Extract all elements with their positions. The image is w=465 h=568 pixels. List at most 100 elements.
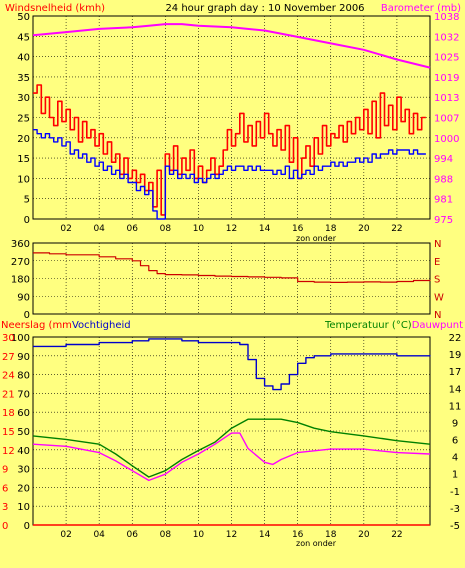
humidity-y-tick-label: 0 [24,521,30,532]
temperature-axis-title: Temperatuur (°C) [324,320,412,331]
dir-y-tick-label: 0 [24,310,30,321]
temp-y-tick-label: -5 [450,521,460,532]
graph-title: 24 hour graph day : 10 November 2006 [165,3,364,14]
wind-x-tick-label: 16 [292,224,304,234]
wind-axis-title: Windsnelheid (kmh) [5,3,105,14]
wind-y-tick-label: 40 [17,53,30,64]
barometer-y-axis: 975 981 988 994 1000 1007 1013 1019 1025 1032 1038 [434,12,459,226]
dir-y-tick-label: 180 [11,275,30,286]
compass-tick-label: N [434,310,441,321]
temp-y-tick-label: 9 [452,418,458,429]
humidity-plot-grid [33,337,430,525]
wind-y-tick-label: 25 [17,114,30,125]
humidity-series-line [33,338,431,391]
wind-x-tick-label: 20 [358,224,370,234]
wind-gust-series-line [33,84,426,216]
wind-average-series-line [33,129,426,220]
temp-y-tick-label: -1 [450,487,460,498]
temp-y-tick-label: 22 [449,333,462,344]
humidity-y-tick-label: 10 [17,502,30,513]
direction-y-axis: 0 90 180 270 360 [11,239,30,321]
baro-y-tick-label: 1013 [434,93,459,104]
wind-x-tick-label: 10 [193,224,205,234]
sunset-label-bottom: zon onder [296,539,337,548]
wind-x-tick-label: 18 [325,224,337,234]
rain-humidity-axis-title: Neerslag (mmVochtigheid [1,320,131,331]
rain-y-tick-label: 9 [2,465,8,476]
humidity-y-tick-label: 60 [17,408,30,419]
hum-x-tick-label: 18 [325,530,337,540]
barometer-series-line [32,23,431,69]
temp-y-tick-label: 17 [449,367,462,378]
wind-x-tick-label: 02 [60,224,71,234]
dir-y-tick-label: 90 [17,292,30,303]
compass-tick-label: N [434,239,441,250]
baro-y-tick-label: 975 [434,215,453,226]
wind-y-tick-label: 15 [17,154,30,165]
hum-x-tick-label: 04 [93,530,105,540]
wind-direction-series-line [33,252,431,283]
rain-y-tick-label: 0 [2,521,8,532]
baro-y-tick-label: 1025 [434,53,459,64]
hum-x-tick-label: 22 [391,530,402,540]
wind-x-tick-label: 04 [93,224,105,234]
compass-tick-label: S [434,275,440,286]
baro-y-tick-label: 1007 [434,114,459,125]
humidity-y-tick-label: 40 [17,446,30,457]
wind-y-axis: 0 5 10 15 20 25 30 35 40 45 50 [17,12,30,226]
baro-y-tick-label: 994 [434,154,453,165]
temp-y-tick-label: 11 [449,401,462,412]
wind-y-tick-label: 5 [24,195,30,206]
temperature-series-line [32,418,431,478]
humidity-axis-title: Vochtigheid [72,320,131,331]
rain-y-tick-label: 3 [2,502,8,513]
baro-y-tick-label: 1019 [434,73,459,84]
temp-y-tick-label: 19 [449,350,462,361]
rain-y-tick-label: 21 [2,389,15,400]
wind-x-tick-label: 14 [259,224,271,234]
wind-y-tick-label: 50 [17,12,30,23]
rain-y-tick-label: 27 [2,352,15,363]
wind-y-tick-label: 35 [17,73,30,84]
hum-x-tick-label: 20 [358,530,370,540]
hum-x-tick-label: 12 [226,530,237,540]
wind-y-tick-label: 10 [17,174,30,185]
rain-y-tick-label: 12 [2,446,15,457]
rain-axis-title: Neerslag (mm [1,320,72,331]
humidity-y-tick-label: 100 [11,333,30,344]
humidity-y-tick-label: 90 [17,352,30,363]
wind-x-tick-label: 08 [160,224,172,234]
humidity-y-tick-label: 70 [17,389,30,400]
temp-y-tick-label: -3 [450,504,460,515]
humidity-x-axis: 02 04 06 08 10 12 14 16 18 20 22 [60,530,402,540]
hum-x-tick-label: 14 [259,530,271,540]
humidity-y-tick-label: 20 [17,483,30,494]
temp-y-tick-label: 1 [452,470,458,481]
rain-y-tick-label: 24 [2,371,15,382]
temp-y-tick-label: 14 [449,384,462,395]
wind-y-tick-label: 30 [17,93,30,104]
humidity-y-tick-label: 30 [17,465,30,476]
dewpoint-axis-title: Dauwpunt [412,320,463,331]
rain-y-tick-label: 18 [2,408,15,419]
temp-y-tick-label: 6 [452,436,458,447]
humidity-series-group [32,338,431,526]
baro-y-tick-label: 1038 [434,12,459,23]
rain-y-tick-label: 30 [2,333,15,344]
direction-series-group [33,252,431,283]
wind-x-tick-label: 06 [127,224,139,234]
sunset-label-top: zon onder [296,234,337,243]
wind-y-tick-label: 20 [17,134,30,145]
rain-y-axis: 0 3 6 9 12 15 18 21 24 27 30 [2,333,15,532]
baro-y-tick-label: 1000 [434,134,459,145]
humidity-y-tick-label: 80 [17,371,30,382]
wind-x-tick-label: 12 [226,224,237,234]
compass-tick-label: E [434,257,440,268]
dewpoint-series-line [32,432,431,482]
wind-x-axis: 02 04 06 08 10 12 14 16 18 20 22 [60,224,402,234]
hum-x-tick-label: 06 [127,530,139,540]
